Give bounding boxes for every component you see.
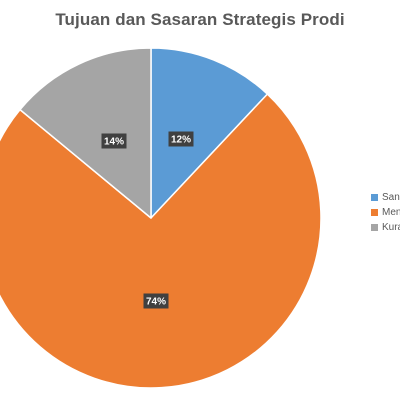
legend-label-2: Meng [382, 207, 400, 218]
pie-slice-2 [0, 93, 322, 389]
legend-item-2: Meng [371, 205, 400, 220]
legend-item-3: Kurar [371, 220, 400, 235]
data-label-box-1 [168, 131, 194, 147]
legend-swatch-1 [371, 194, 378, 201]
data-label-box-3 [101, 133, 127, 149]
data-label-text-1: 12% [171, 135, 191, 146]
data-label-2: 74% [143, 293, 169, 309]
chart-title: Tujuan dan Sasaran Strategis Prodi [55, 10, 345, 29]
chart-legend: Sanga Meng Kurar [371, 190, 400, 235]
legend-swatch-2 [371, 209, 378, 216]
data-label-text-2: 74% [146, 297, 166, 308]
data-label-1: 12% [168, 131, 194, 147]
data-label-box-2 [143, 293, 169, 309]
pie-slice-3 [19, 47, 152, 219]
data-label-text-3: 14% [104, 137, 124, 148]
legend-label-1: Sanga [382, 192, 400, 203]
legend-label-3: Kurar [382, 222, 400, 233]
pie-slice-1 [150, 47, 269, 219]
legend-swatch-3 [371, 224, 378, 231]
legend-item-1: Sanga [371, 190, 400, 205]
data-label-3: 14% [101, 133, 127, 149]
